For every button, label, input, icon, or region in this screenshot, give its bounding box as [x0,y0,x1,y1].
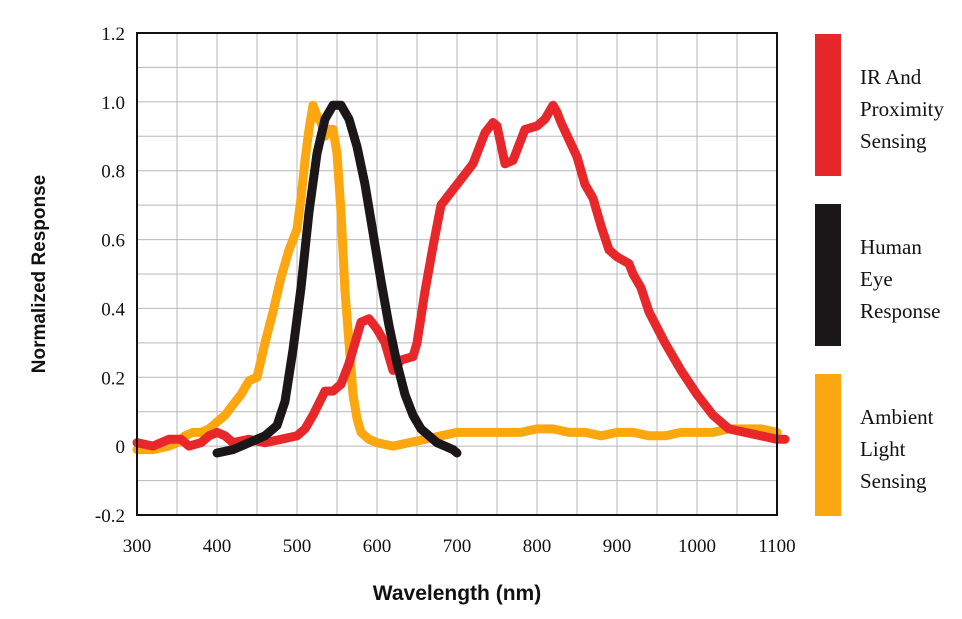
legend-swatch-ir [815,34,841,176]
y-axis-ticks: 1.2 1.0 0.8 0.6 0.4 0.2 0 -0.2 [95,24,126,527]
y-tick-label: -0.2 [95,506,125,527]
legend-label-ambient: Ambient Light Sensing [860,405,934,493]
x-tick-label: 900 [603,536,632,557]
x-tick-label: 700 [443,536,472,557]
x-axis-title: Wavelength (nm) [373,582,541,605]
x-tick-label: 800 [523,536,552,557]
series-line-eye [212,100,462,458]
y-axis-title: Normalized Response [29,175,50,374]
x-tick-label: 500 [283,536,312,557]
x-tick-label: 300 [123,536,152,557]
series-lines [132,100,790,458]
y-tick-label: 1.2 [101,24,125,45]
x-tick-label: 600 [363,536,392,557]
y-tick-label: 1.0 [101,93,125,114]
series-line-ambient [132,100,782,455]
x-tick-label: 1000 [678,536,716,557]
legend: IR And Proximity Sensing Human Eye Response Am… [815,34,945,516]
x-axis-ticks: 300 400 500 600 700 800 900 1000 1100 [123,536,796,557]
legend-swatch-eye [815,204,841,346]
plot-frame [136,32,778,516]
y-tick-label: 0.4 [101,299,125,320]
series-line-ir [132,100,790,451]
x-tick-label: 400 [203,536,232,557]
y-tick-label: 0 [116,437,126,458]
y-tick-label: 0.8 [101,162,125,183]
legend-label-eye: Human Eye Response [860,235,941,323]
x-tick-label: 1100 [758,536,795,557]
y-tick-label: 0.2 [101,368,125,389]
legend-swatch-ambient [815,374,841,516]
legend-label-ir: IR And Proximity Sensing [860,65,945,153]
y-tick-label: 0.6 [101,231,125,252]
